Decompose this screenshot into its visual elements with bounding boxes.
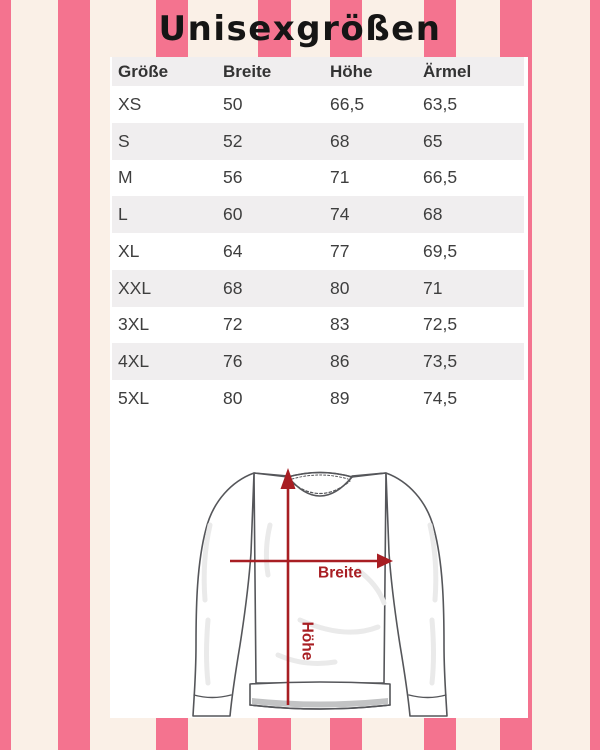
- height-arrow: [280, 468, 296, 705]
- measurement-cell: 50: [223, 93, 243, 114]
- size-cell: XS: [118, 93, 142, 114]
- table-row: 3XL 72 83 72,5: [112, 307, 524, 344]
- size-cell: M: [118, 167, 133, 188]
- table-row: XS 50 66,5 63,5: [112, 86, 524, 123]
- table-row: 4XL 76 86 73,5: [112, 343, 524, 380]
- measurement-cell: 56: [223, 167, 243, 188]
- right-cuff-seam: [408, 694, 447, 699]
- width-arrowhead: [377, 553, 393, 569]
- size-cell: 5XL: [118, 387, 150, 408]
- table-row: S 52 68 65: [112, 122, 524, 160]
- size-cell: 3XL: [118, 314, 150, 335]
- measurement-cell: 71: [330, 167, 350, 188]
- measurement-cell: 65: [423, 130, 443, 151]
- measurement-cell: 68: [423, 204, 443, 225]
- table-row: XXL 68 80 71: [112, 269, 524, 307]
- sweater-right-sleeve: [351, 472, 448, 717]
- measurement-cell: 80: [223, 387, 243, 408]
- height-arrowhead: [280, 468, 296, 489]
- measurement-cell: 80: [330, 277, 350, 298]
- left-cuff-seam: [193, 694, 232, 699]
- column-header: Größe: [118, 61, 169, 81]
- table-header-row: Größe Breite Höhe Ärmel: [112, 57, 524, 86]
- measurement-cell: 63,5: [423, 93, 458, 114]
- measurement-cell: 86: [330, 351, 350, 372]
- size-table: Größe Breite Höhe Ärmel XS 50 66,5 63,5 S 52 68 65…: [112, 57, 524, 417]
- background-stripe: [0, 0, 11, 750]
- size-cell: S: [118, 130, 130, 151]
- measurement-cell: 83: [330, 314, 350, 335]
- measurement-cell: 66,5: [330, 93, 365, 114]
- measurement-cell: 76: [223, 351, 243, 372]
- column-header: Höhe: [330, 61, 373, 81]
- measurement-cell: 64: [223, 240, 243, 261]
- measurement-cell: 69,5: [423, 240, 458, 261]
- measurement-cell: 73,5: [423, 351, 458, 372]
- measurement-cell: 66,5: [423, 167, 458, 188]
- size-cell: XL: [118, 240, 140, 261]
- table-row: 5XL 80 89 74,5: [112, 380, 524, 417]
- width-arrow: [230, 553, 393, 569]
- size-cell: L: [118, 204, 128, 225]
- measurement-cell: 74,5: [423, 387, 458, 408]
- size-cell: XXL: [118, 277, 152, 298]
- table-row: XL 64 77 69,5: [112, 233, 524, 270]
- sweater-collar: [287, 471, 353, 500]
- measurement-cell: 72,5: [423, 314, 458, 335]
- height-label: Höhe: [299, 622, 316, 661]
- width-label: Breite: [318, 565, 362, 582]
- measurement-cell: 52: [223, 130, 243, 151]
- measurement-cell: 77: [330, 240, 350, 261]
- table-row: L 60 74 68: [112, 196, 524, 233]
- size-cell: 4XL: [118, 351, 150, 372]
- content-panel: Größe Breite Höhe Ärmel XS 50 66,5 63,5 S 52 68 65…: [110, 57, 528, 718]
- table-row: M 56 71 66,5: [112, 160, 524, 197]
- sweater-left-sleeve: [192, 472, 289, 717]
- measurement-cell: 89: [330, 387, 350, 408]
- sweater-measurement-diagram: Breite Höhe: [192, 468, 448, 717]
- measurement-cell: 72: [223, 314, 243, 335]
- measurement-cell: 68: [330, 130, 350, 151]
- column-header: Breite: [223, 61, 272, 81]
- page-title: Unisexgrößen: [158, 9, 442, 49]
- column-header: Ärmel: [423, 61, 472, 81]
- measurement-cell: 68: [223, 277, 243, 298]
- background-stripe: [590, 0, 600, 750]
- measurement-cell: 60: [223, 204, 243, 225]
- background-stripe: [58, 0, 90, 750]
- measurement-cell: 71: [423, 277, 443, 298]
- measurement-cell: 74: [330, 204, 350, 225]
